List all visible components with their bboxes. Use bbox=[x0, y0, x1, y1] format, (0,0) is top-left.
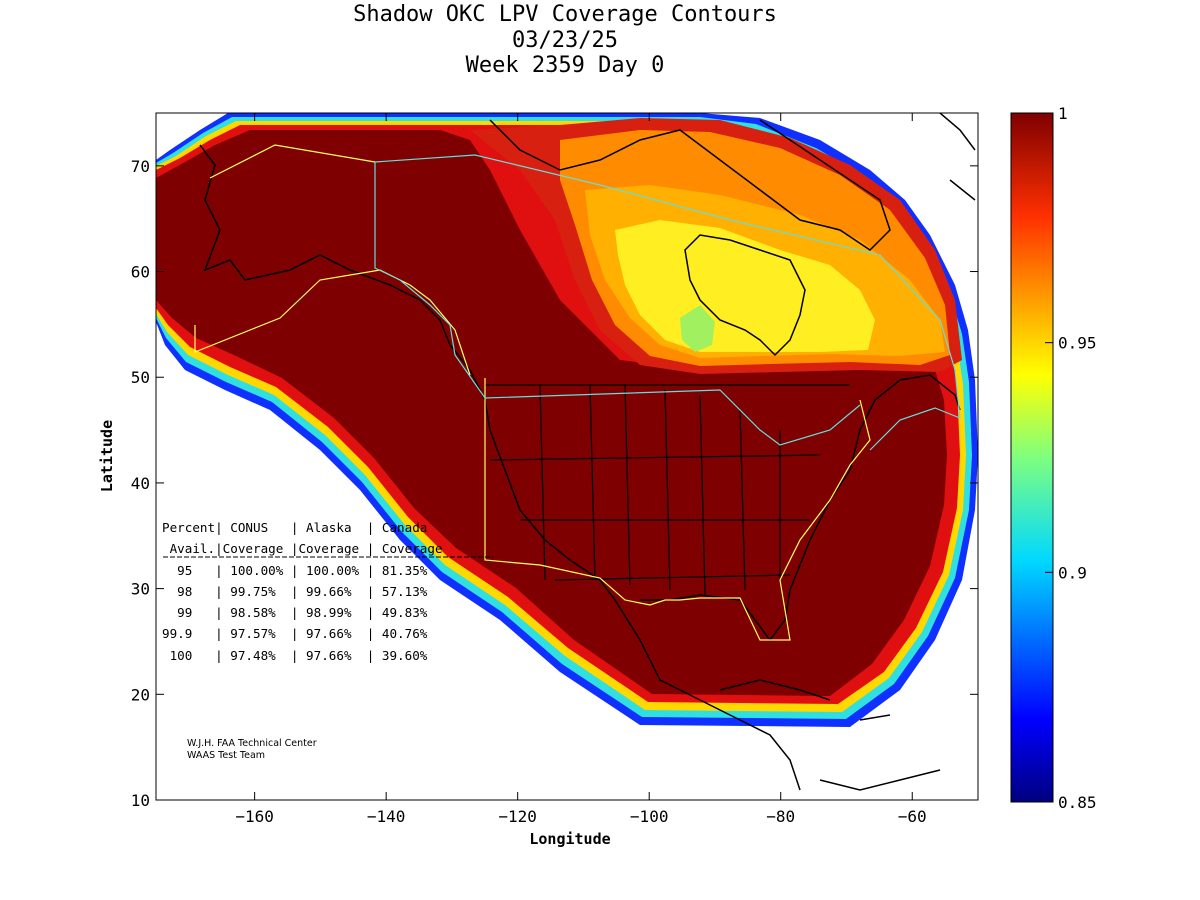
y-tick-label: 30 bbox=[131, 580, 150, 599]
colorbar-tick-label: 0.85 bbox=[1058, 793, 1097, 812]
y-tick-label: 60 bbox=[131, 263, 150, 282]
colorbar-tick-label: 0.95 bbox=[1058, 334, 1097, 353]
table-divider bbox=[163, 556, 493, 558]
x-tick-label: −80 bbox=[766, 807, 795, 826]
table-row-2: 98 | 99.75% | 99.66% | 57.13% bbox=[162, 583, 428, 599]
table-row-4: 99.9 | 97.57% | 97.66% | 40.76% bbox=[162, 626, 428, 642]
coverage-contour-map bbox=[156, 113, 978, 791]
y-tick-label: 10 bbox=[131, 791, 150, 810]
region-boundaries bbox=[194, 144, 961, 641]
chart-title-line-3: Week 2359 Day 0 bbox=[465, 53, 665, 78]
colorbar-tick-label: 0.9 bbox=[1058, 563, 1087, 582]
x-tick-label: −120 bbox=[498, 807, 537, 826]
coastlines bbox=[199, 113, 976, 791]
coverage-table: Percent| CONUS | Alaska | Canada Avail.|… bbox=[162, 517, 443, 666]
state-boundaries bbox=[485, 384, 850, 596]
plot-frame bbox=[155, 112, 979, 801]
credit-line-1: W.J.H. FAA Technical Center bbox=[187, 738, 317, 749]
credit-text: W.J.H. FAA Technical Center WAAS Test Te… bbox=[187, 738, 317, 762]
table-header-2: Avail.|Coverage |Coverage | Coverage bbox=[162, 541, 443, 557]
colorbar-ticks: 1 0.95 0.9 0.85 bbox=[1045, 104, 1097, 812]
table-row-5: 100 | 97.48% | 97.66% | 39.60% bbox=[162, 647, 428, 663]
contour-canada-green bbox=[680, 305, 715, 352]
contour-canada-yellow bbox=[615, 220, 875, 352]
y-axis-label: Latitude bbox=[98, 420, 116, 492]
table-row-1: 95 | 100.00% | 100.00% | 81.35% bbox=[162, 562, 428, 578]
colorbar bbox=[1010, 112, 1054, 803]
x-tick-label: −160 bbox=[235, 807, 274, 826]
x-axis-ticks: −160 −140 −120 −100 −80 −60 bbox=[235, 113, 927, 826]
x-tick-label: −140 bbox=[367, 807, 406, 826]
x-tick-label: −60 bbox=[898, 807, 927, 826]
y-tick-label: 50 bbox=[131, 368, 150, 387]
chart-title-line-1: Shadow OKC LPV Coverage Contours bbox=[353, 2, 777, 27]
x-axis-label: Longitude bbox=[529, 830, 610, 848]
y-tick-label: 20 bbox=[131, 685, 150, 704]
y-axis-ticks: 10 20 30 40 50 60 70 bbox=[131, 157, 978, 810]
table-row-3: 99 | 98.58% | 98.99% | 49.83% bbox=[162, 605, 428, 621]
x-tick-label: −100 bbox=[630, 807, 669, 826]
chart-title-line-2: 03/23/25 bbox=[512, 28, 618, 53]
credit-line-2: WAAS Test Team bbox=[187, 750, 266, 761]
y-tick-label: 40 bbox=[131, 474, 150, 493]
colorbar-tick-label: 1 bbox=[1058, 104, 1068, 123]
y-tick-label: 70 bbox=[131, 157, 150, 176]
table-header-1: Percent| CONUS | Alaska | Canada bbox=[162, 520, 428, 535]
